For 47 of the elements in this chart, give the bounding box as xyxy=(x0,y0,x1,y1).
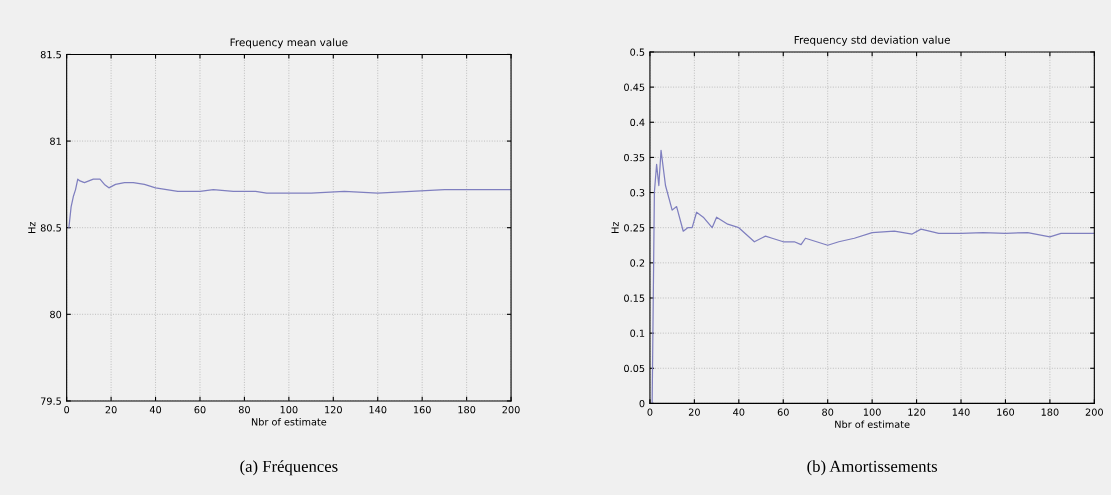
y-tick-label: 0.15 xyxy=(624,294,645,302)
x-tick-label: 120 xyxy=(325,405,342,414)
y-tick-label: 0.25 xyxy=(624,224,645,232)
y-tick-label: 80 xyxy=(50,310,62,319)
y-tick-label: 0.5 xyxy=(630,48,645,56)
x-tick-label: 80 xyxy=(238,405,250,414)
x-tick-label: 0 xyxy=(64,405,70,414)
x-axis-title: Nbr of estimate xyxy=(835,420,910,428)
x-tick-label: 60 xyxy=(194,405,206,414)
x-tick-label: 200 xyxy=(502,405,520,414)
x-tick-label: 40 xyxy=(149,405,162,414)
y-tick-label: 0 xyxy=(639,399,645,408)
y-tick-label: 79.5 xyxy=(40,397,61,405)
y-tick-label: 80.5 xyxy=(40,224,61,232)
x-tick-label: 180 xyxy=(1041,408,1059,416)
x-tick-label: 160 xyxy=(997,408,1015,416)
x-tick-label: 80 xyxy=(822,408,834,416)
x-axis-title: Nbr of estimate xyxy=(251,418,327,426)
x-tick-label: 40 xyxy=(733,408,745,416)
y-tick-label: 0.3 xyxy=(630,189,645,197)
x-tick-label: 140 xyxy=(952,408,970,416)
chart-title: Frequency mean value xyxy=(230,38,348,49)
y-tick-label: 0.05 xyxy=(624,364,645,373)
y-tick-label: 0.35 xyxy=(624,153,645,162)
x-tick-label: 100 xyxy=(863,408,881,416)
y-tick-label: 0.1 xyxy=(630,329,645,337)
chart-title: Frequency std deviation value xyxy=(794,35,950,46)
y-tick-label: 0.2 xyxy=(630,259,645,267)
y-axis-title: Hz xyxy=(611,221,619,233)
x-tick-label: 180 xyxy=(458,405,476,414)
x-tick-label: 200 xyxy=(1085,408,1103,416)
text: (a) Fréquences xyxy=(240,460,338,476)
text: (b) Amortissements xyxy=(807,460,938,476)
x-tick-label: 60 xyxy=(777,408,789,416)
line-series xyxy=(68,178,512,229)
x-tick-label: 120 xyxy=(908,408,926,416)
x-tick-label: 140 xyxy=(369,405,387,414)
x-tick-label: 20 xyxy=(105,405,117,414)
x-tick-label: 160 xyxy=(413,405,431,414)
y-tick-label: 81 xyxy=(50,137,61,145)
y-tick-label: 0.45 xyxy=(624,83,645,91)
x-tick-label: 0 xyxy=(647,408,653,416)
y-tick-label: 81.5 xyxy=(40,50,61,59)
x-tick-label: 20 xyxy=(688,408,700,416)
x-tick-label: 100 xyxy=(280,405,298,414)
y-tick-label: 0.4 xyxy=(630,118,645,127)
y-axis-title: Hz xyxy=(28,221,36,233)
